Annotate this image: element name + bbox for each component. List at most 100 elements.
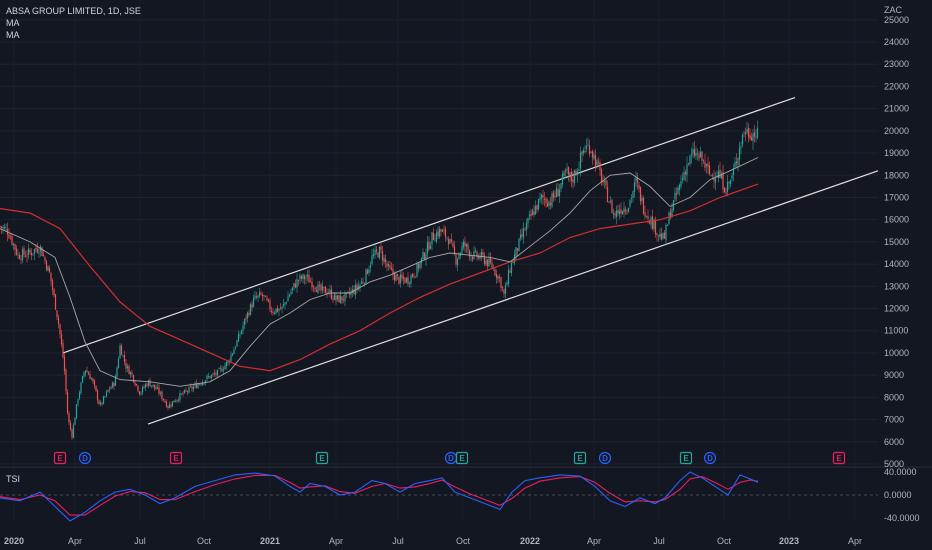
earnings-event-icon[interactable]: E bbox=[169, 451, 183, 465]
candle-body bbox=[572, 179, 574, 183]
candle-body bbox=[114, 376, 117, 386]
candle-body bbox=[633, 182, 636, 192]
candle-body bbox=[24, 255, 27, 257]
candle-body bbox=[561, 173, 564, 185]
candle-body bbox=[719, 169, 721, 178]
dividend-event-icon[interactable]: D bbox=[598, 451, 612, 465]
candle-body bbox=[551, 193, 553, 207]
candle-body bbox=[560, 183, 562, 190]
candle-body bbox=[317, 284, 319, 294]
candle-body bbox=[735, 161, 738, 164]
candle-body bbox=[200, 384, 202, 386]
price-tick-label: 8000 bbox=[884, 392, 904, 402]
candle-body bbox=[267, 299, 270, 302]
channel-upper-line[interactable] bbox=[62, 96, 796, 354]
candle-body bbox=[479, 256, 481, 259]
candle-body bbox=[501, 286, 504, 289]
candle-body bbox=[20, 259, 22, 261]
candle-body bbox=[134, 382, 136, 385]
candle-body bbox=[405, 277, 408, 282]
candle-body bbox=[282, 303, 285, 306]
candle-body bbox=[602, 181, 604, 183]
tsi-legend[interactable]: TSI bbox=[6, 474, 21, 484]
time-tick-label: Apr bbox=[848, 536, 862, 546]
dividend-event-icon[interactable]: D bbox=[444, 451, 458, 465]
candle-body bbox=[290, 291, 292, 295]
candle-body bbox=[15, 248, 18, 255]
candle-body bbox=[615, 210, 618, 218]
candle-body bbox=[593, 154, 595, 160]
candle-body bbox=[669, 212, 672, 218]
candle-body bbox=[467, 244, 469, 250]
candle-body bbox=[27, 248, 30, 255]
candle-body bbox=[201, 382, 204, 386]
candle-body bbox=[515, 247, 517, 256]
candle-body bbox=[626, 212, 628, 214]
candle-body bbox=[11, 236, 13, 245]
candle-body bbox=[624, 209, 627, 212]
time-axis[interactable]: 2020 Apr Jul Oct 2021 Apr Jul Oct 2022 Apr Jul Oct 2… bbox=[4, 536, 862, 546]
symbol-title[interactable]: ABSA GROUP LIMITED, 1D, JSE bbox=[6, 6, 141, 16]
earnings-event-icon[interactable]: E bbox=[455, 451, 469, 465]
earnings-event-icon[interactable]: E bbox=[315, 451, 329, 465]
candle-body bbox=[48, 267, 51, 273]
candle-body bbox=[248, 312, 250, 316]
candle-body bbox=[482, 252, 484, 256]
ma-legend-2[interactable]: MA bbox=[6, 30, 20, 40]
candle-body bbox=[257, 295, 259, 298]
candle-body bbox=[554, 196, 556, 198]
candle-body bbox=[437, 231, 439, 237]
candle-body bbox=[522, 228, 525, 238]
candle-body bbox=[696, 153, 699, 155]
candle-body bbox=[116, 367, 118, 377]
candle-body bbox=[62, 343, 64, 357]
candle-body bbox=[147, 380, 150, 386]
candle-body bbox=[366, 270, 369, 275]
candle-body bbox=[387, 264, 390, 267]
candle-body bbox=[321, 285, 324, 291]
candle-body bbox=[431, 231, 433, 245]
candle-body bbox=[485, 260, 487, 265]
candle-body bbox=[659, 233, 661, 237]
chart-legend: ABSA GROUP LIMITED, 1D, JSE MA MA bbox=[6, 5, 141, 41]
price-axis[interactable]: 25000 24000 23000 22000 21000 20000 19000 18000… bbox=[884, 15, 909, 469]
candle-body bbox=[386, 263, 388, 267]
candle-body bbox=[450, 239, 453, 242]
candle-body bbox=[500, 277, 502, 289]
candle-body bbox=[264, 296, 267, 297]
candle-body bbox=[456, 259, 459, 266]
trend-channel[interactable] bbox=[62, 96, 879, 425]
candle-body bbox=[528, 214, 531, 217]
candle-body bbox=[651, 216, 654, 229]
candle-body bbox=[447, 239, 450, 245]
candle-body bbox=[495, 273, 498, 278]
candle-body bbox=[363, 283, 366, 285]
candle-body bbox=[45, 261, 48, 270]
candle-body bbox=[119, 345, 121, 359]
channel-lower-line[interactable] bbox=[147, 170, 879, 425]
dividend-event-icon[interactable]: D bbox=[78, 451, 92, 465]
tsi-axis[interactable]: 40.0000 0.0000 -40.0000 bbox=[884, 467, 920, 523]
earnings-event-icon[interactable]: E bbox=[53, 451, 67, 465]
candle-body bbox=[80, 382, 82, 394]
candle-body bbox=[245, 317, 247, 320]
candle-body bbox=[236, 340, 238, 347]
candle-body bbox=[608, 202, 610, 204]
earnings-event-icon[interactable]: E bbox=[573, 451, 587, 465]
candle-body bbox=[639, 186, 642, 202]
earnings-event-icon[interactable]: E bbox=[832, 451, 846, 465]
candle-body bbox=[72, 424, 75, 438]
candle-body bbox=[647, 216, 649, 219]
candle-body bbox=[344, 293, 346, 302]
candle-body bbox=[378, 246, 381, 259]
candle-body bbox=[98, 400, 100, 405]
candle-body bbox=[218, 368, 220, 370]
candle-body bbox=[714, 178, 717, 183]
candle-body bbox=[461, 246, 463, 253]
earnings-event-icon[interactable]: E bbox=[679, 451, 693, 465]
candle-body bbox=[596, 160, 598, 166]
dividend-event-icon[interactable]: D bbox=[703, 451, 717, 465]
ma-legend-1[interactable]: MA bbox=[6, 18, 20, 28]
